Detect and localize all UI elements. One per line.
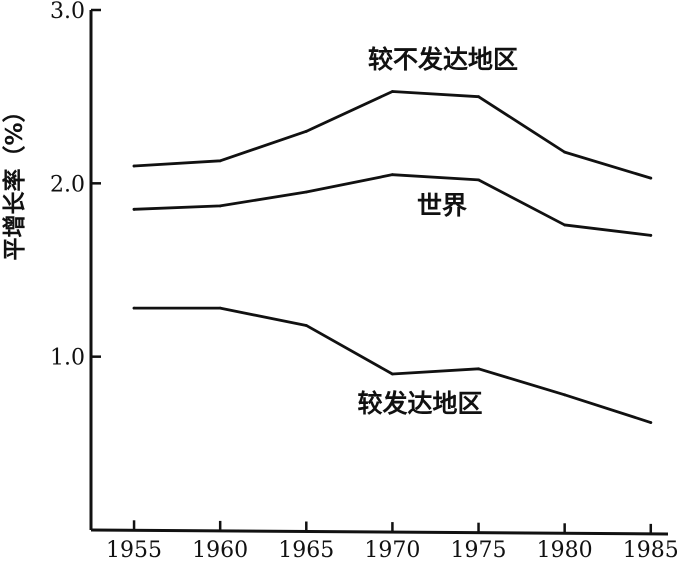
series-0 [132,90,653,180]
data-point [391,372,394,376]
axes [89,10,669,536]
series-label: 较不发达地区 [368,45,518,74]
data-point [391,90,394,93]
series-label: 较发达地区 [357,389,482,418]
data-point [649,421,653,424]
series-label: 世界 [417,191,467,220]
data-point [477,95,480,99]
data-point [563,223,567,227]
data-point [218,204,222,208]
x-tick-label: 1965 [278,538,334,563]
data-point [563,393,567,397]
y-axis-label: 平增长率（%） [1,99,28,260]
series-lines [132,90,653,424]
series-1 [132,173,653,237]
series-2 [132,306,653,424]
data-point [132,164,136,168]
data-point [304,324,308,327]
data-point [218,159,222,163]
y-tick-label: 3.0 [50,0,85,24]
y-tick-label: 2.0 [50,172,85,197]
data-point [391,173,394,177]
x-tick-label: 1960 [192,538,248,563]
data-point [649,176,653,180]
y-tick-label: 1.0 [50,346,85,371]
x-tick-label: 1970 [364,538,420,563]
x-axis-line [90,528,669,536]
data-point [304,129,308,133]
x-tick-label: 1975 [451,538,507,563]
series-line [132,90,653,180]
data-point [477,367,480,371]
series-line [132,173,653,237]
data-point [304,190,308,194]
x-ticks: 1955 1960 1965 1970 1975 1980 1985 [106,520,679,563]
x-tick-label: 1985 [623,538,679,563]
data-point [132,207,136,211]
x-tick-label: 1980 [537,538,593,563]
data-point [649,233,653,237]
x-tick-label: 1955 [106,538,162,563]
data-point [132,306,136,310]
y-ticks: 3.0 2.0 1.0 [50,0,101,371]
data-point [563,150,567,154]
data-point [218,306,222,310]
data-point [477,178,480,182]
